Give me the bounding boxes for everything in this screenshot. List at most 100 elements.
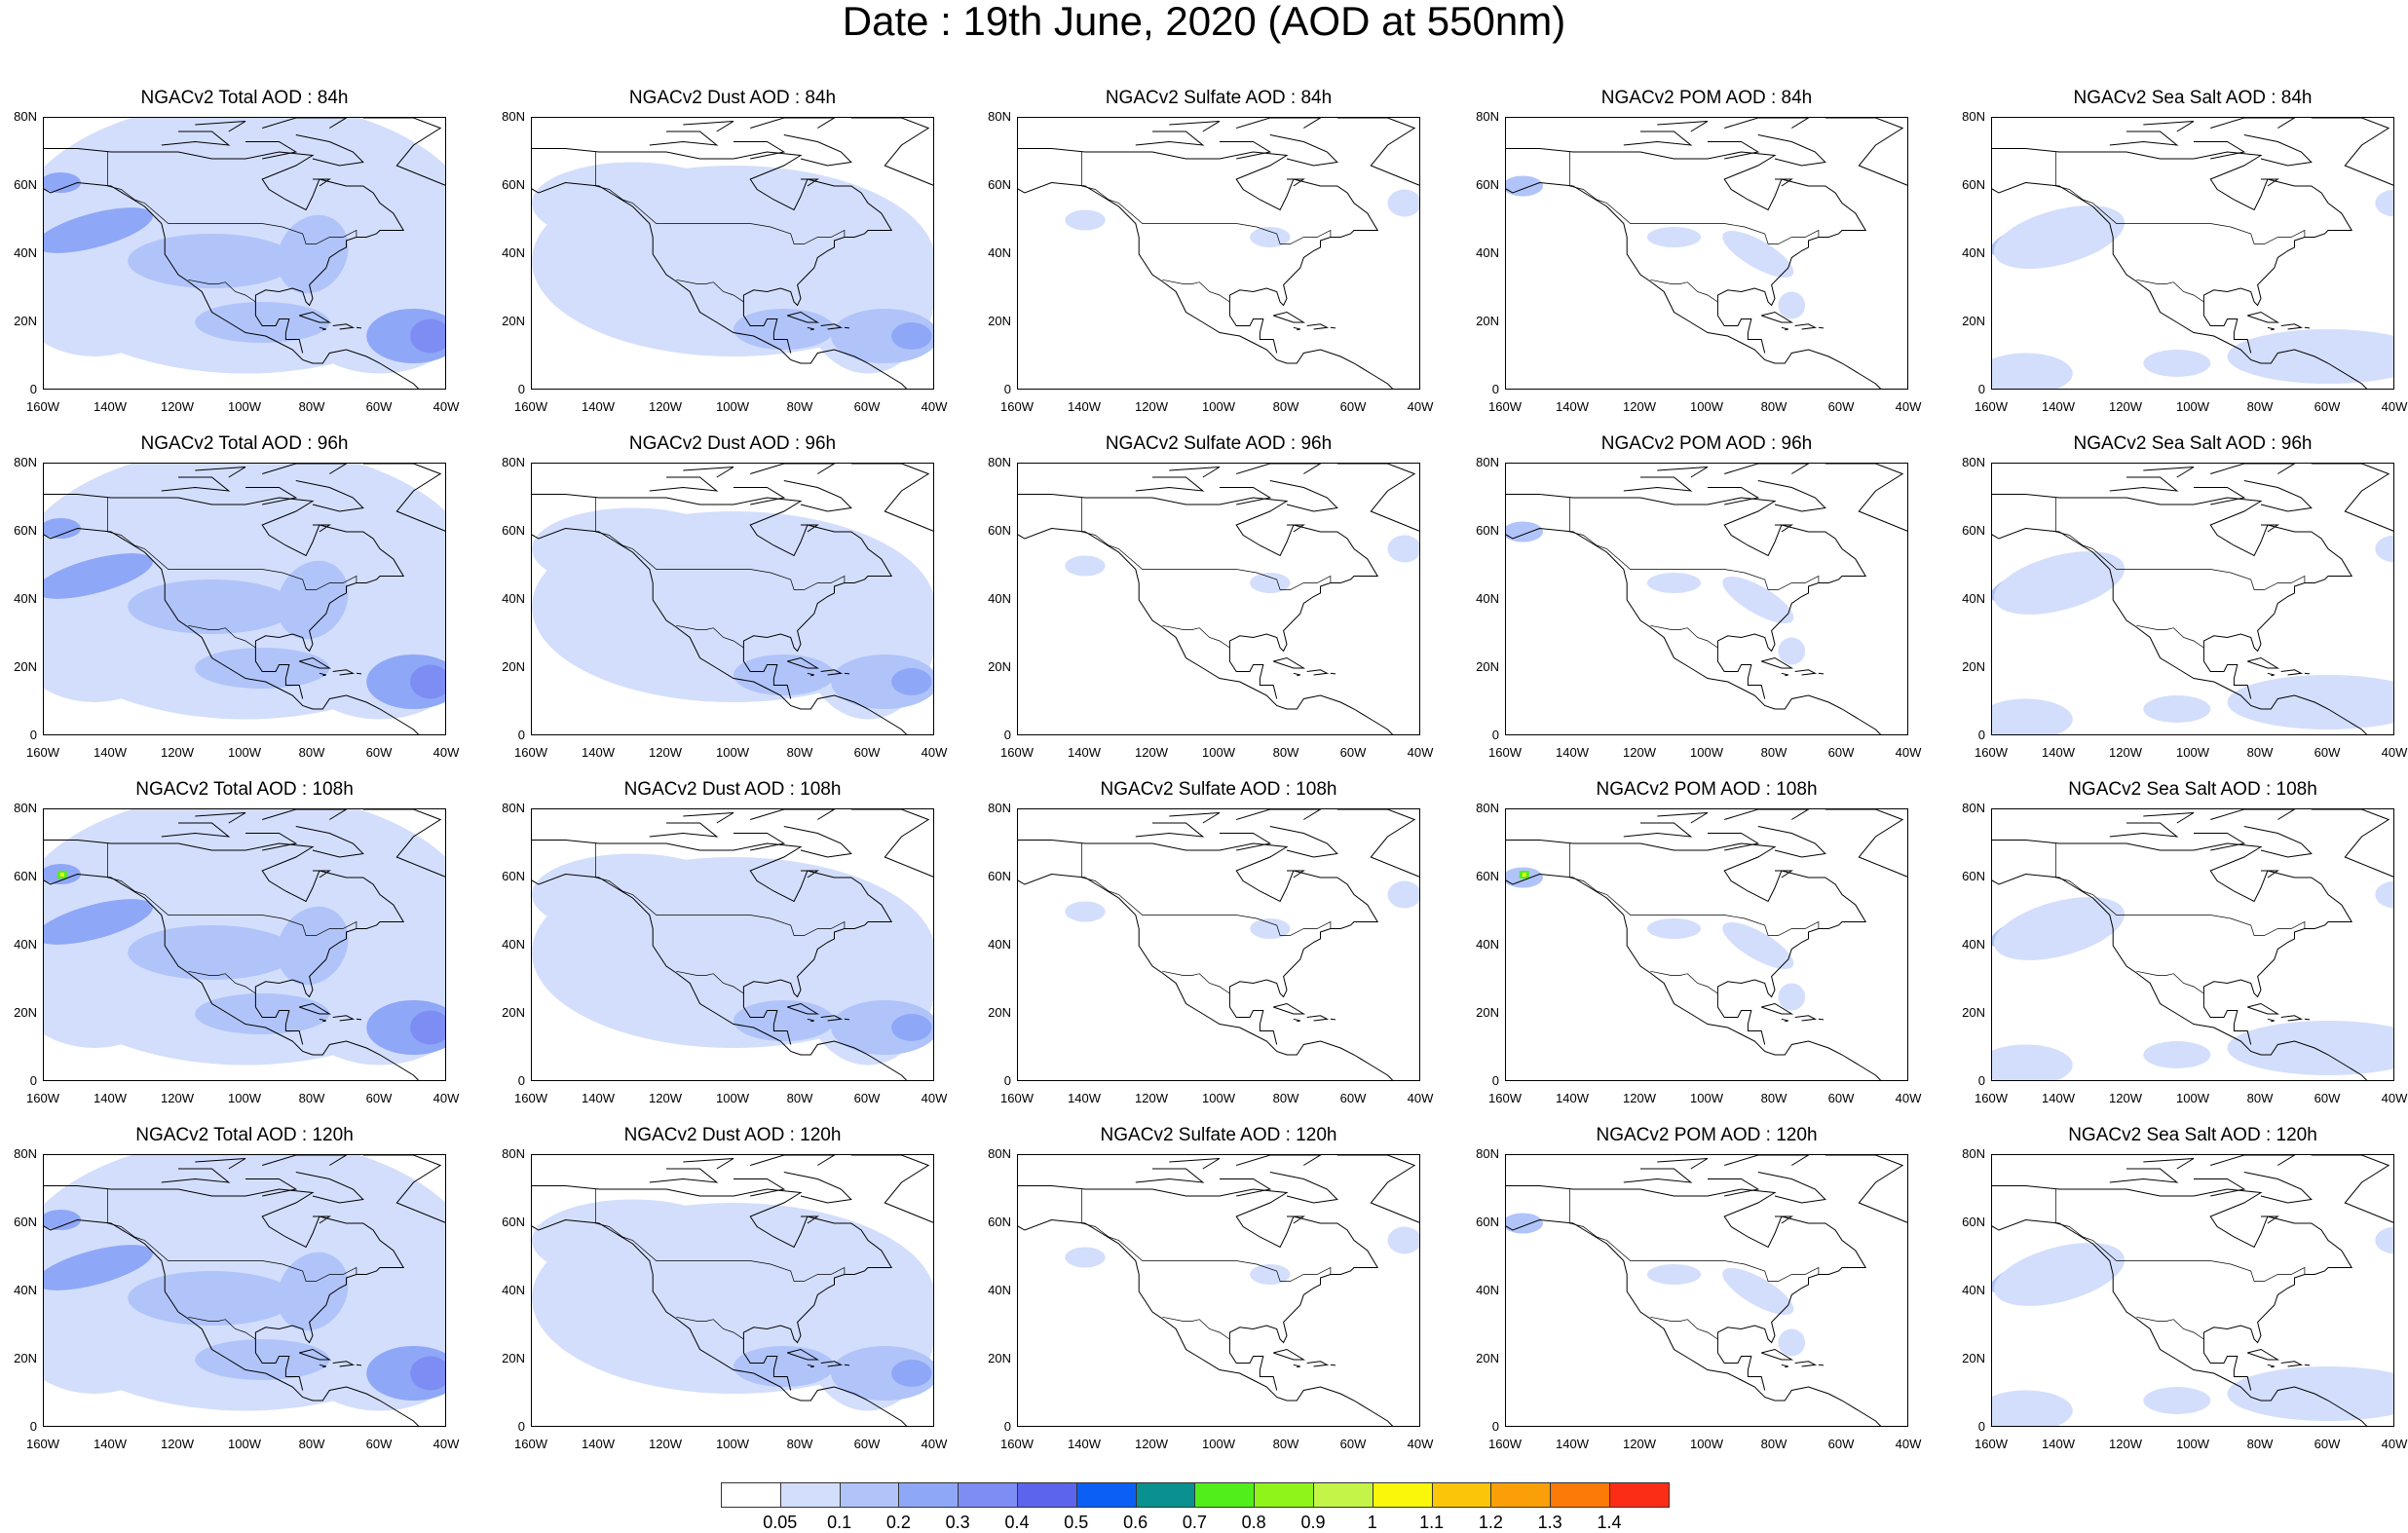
panel-title: NGACv2 Sulfate AOD : 120h (1100, 1125, 1337, 1145)
colorbar-box (1016, 1482, 1077, 1508)
coastline (1716, 302, 1766, 354)
lon-tick-label: 120W (2109, 399, 2142, 414)
lon-tick-label: 80W (1760, 399, 1787, 414)
lon-tick-label: 40W (1895, 399, 1922, 414)
map-panel (1505, 463, 1908, 735)
lon-tick-label: 60W (1339, 1091, 1367, 1105)
country-border (2055, 152, 2306, 244)
lon-tick-label: 60W (1339, 399, 1367, 414)
coastline (2280, 1015, 2304, 1022)
lat-tick-label: 40N (1962, 1283, 1985, 1297)
lon-tick-label: 80W (1760, 1091, 1787, 1105)
panel-title: NGACv2 Sea Salt AOD : 84h (2073, 88, 2313, 108)
aod-shading (1993, 206, 2126, 269)
map-canvas (1506, 1155, 1907, 1426)
lat-tick-label: 80N (988, 455, 1011, 469)
aod-shading (891, 1014, 932, 1041)
coastline (2202, 648, 2252, 699)
lon-tick-label: 160W (26, 1437, 59, 1451)
panel-title: NGACv2 Dust AOD : 108h (623, 779, 842, 800)
lon-tick-label: 140W (1068, 1091, 1101, 1105)
panel-title: NGACv2 Sulfate AOD : 96h (1105, 433, 1333, 454)
lat-tick-label: 0 (29, 1073, 37, 1088)
coastline (1657, 1158, 1709, 1170)
lat-tick-label: 0 (1003, 382, 1011, 396)
lon-tick-label: 100W (1690, 399, 1723, 414)
coastline (1228, 648, 1278, 699)
coastline (532, 840, 893, 998)
coastline (1506, 148, 1867, 307)
coastline (801, 178, 819, 187)
lat-tick-label: 60N (1476, 177, 1499, 192)
panel-title: NGACv2 POM AOD : 84h (1600, 88, 1813, 108)
coastline (1757, 480, 1826, 512)
lon-tick-label: 160W (514, 1437, 547, 1451)
coastline (1781, 672, 1788, 677)
colorbar-box (898, 1482, 959, 1508)
coastline (783, 826, 852, 858)
aod-shading (410, 318, 445, 354)
coastline (2194, 487, 2246, 505)
coastline (1306, 323, 1330, 330)
lon-tick-label: 160W (514, 399, 547, 414)
colorbar-box (721, 1482, 781, 1508)
lon-tick-label: 160W (1488, 399, 1522, 414)
coastline (850, 118, 933, 186)
country-border (107, 843, 357, 936)
coastline (1336, 118, 1419, 186)
colorbar-box (1254, 1482, 1314, 1508)
map-canvas (1506, 809, 1907, 1080)
coastline (1506, 494, 1867, 653)
coastline (1757, 826, 1826, 858)
coastline (1992, 1218, 2368, 1426)
lat-tick-label: 80N (502, 1146, 525, 1161)
coastline (2280, 1361, 2304, 1367)
map-canvas (1992, 464, 2393, 734)
aod-shading (1065, 901, 1106, 922)
coastline (2109, 476, 2179, 492)
lon-tick-label: 100W (716, 1437, 749, 1451)
lon-tick-label: 160W (26, 399, 59, 414)
coastline (1293, 326, 1300, 331)
country-border (1081, 152, 1332, 244)
lat-tick-label: 80N (502, 801, 525, 815)
country-border (1569, 152, 1820, 244)
lat-tick-label: 20N (1476, 1351, 1499, 1365)
coastline (2210, 118, 2296, 129)
lon-tick-label: 120W (2109, 1091, 2142, 1105)
coastline (1657, 121, 1709, 132)
lon-tick-label: 160W (1975, 745, 2008, 760)
lon-tick-label: 100W (2176, 1437, 2209, 1451)
map-canvas (1018, 118, 1419, 389)
coastline (245, 141, 298, 160)
coastline (2243, 480, 2313, 512)
lat-tick-label: 0 (29, 728, 37, 742)
aod-shading (1387, 189, 1419, 217)
coastline (319, 1364, 326, 1368)
coastline (820, 669, 844, 676)
country-border (676, 279, 744, 303)
lat-tick-label: 80N (1962, 109, 1985, 124)
lat-tick-label: 40N (1962, 245, 1985, 260)
coastline (649, 1168, 719, 1183)
coastline (844, 672, 850, 675)
coastline (532, 527, 908, 734)
aod-shading (2227, 675, 2393, 729)
lat-tick-label: 0 (29, 1419, 37, 1434)
aod-shading (1250, 573, 1291, 593)
coastline (332, 1361, 356, 1367)
coastline (2267, 1018, 2275, 1023)
map-canvas (532, 118, 933, 389)
coastline (783, 134, 852, 167)
map-panel (1017, 1154, 1420, 1427)
panel-title: NGACv2 Dust AOD : 96h (628, 433, 837, 454)
country-border (2055, 498, 2306, 590)
coastline (1761, 656, 1794, 669)
aod-shading (410, 1010, 445, 1045)
colorbar-tick-label: 0.1 (827, 1513, 852, 1532)
lon-tick-label: 120W (161, 1091, 194, 1105)
panel-title: NGACv2 Total AOD : 96h (140, 433, 349, 454)
lon-tick-label: 80W (786, 1091, 813, 1105)
country-border (1081, 498, 1332, 590)
country-border (595, 152, 846, 244)
